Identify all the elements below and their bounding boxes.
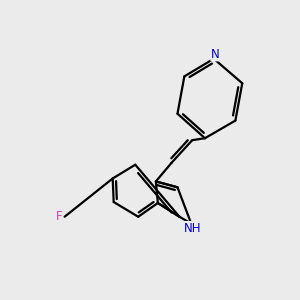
Text: F: F xyxy=(56,210,62,223)
Text: N: N xyxy=(211,48,220,61)
Text: NH: NH xyxy=(184,221,201,235)
